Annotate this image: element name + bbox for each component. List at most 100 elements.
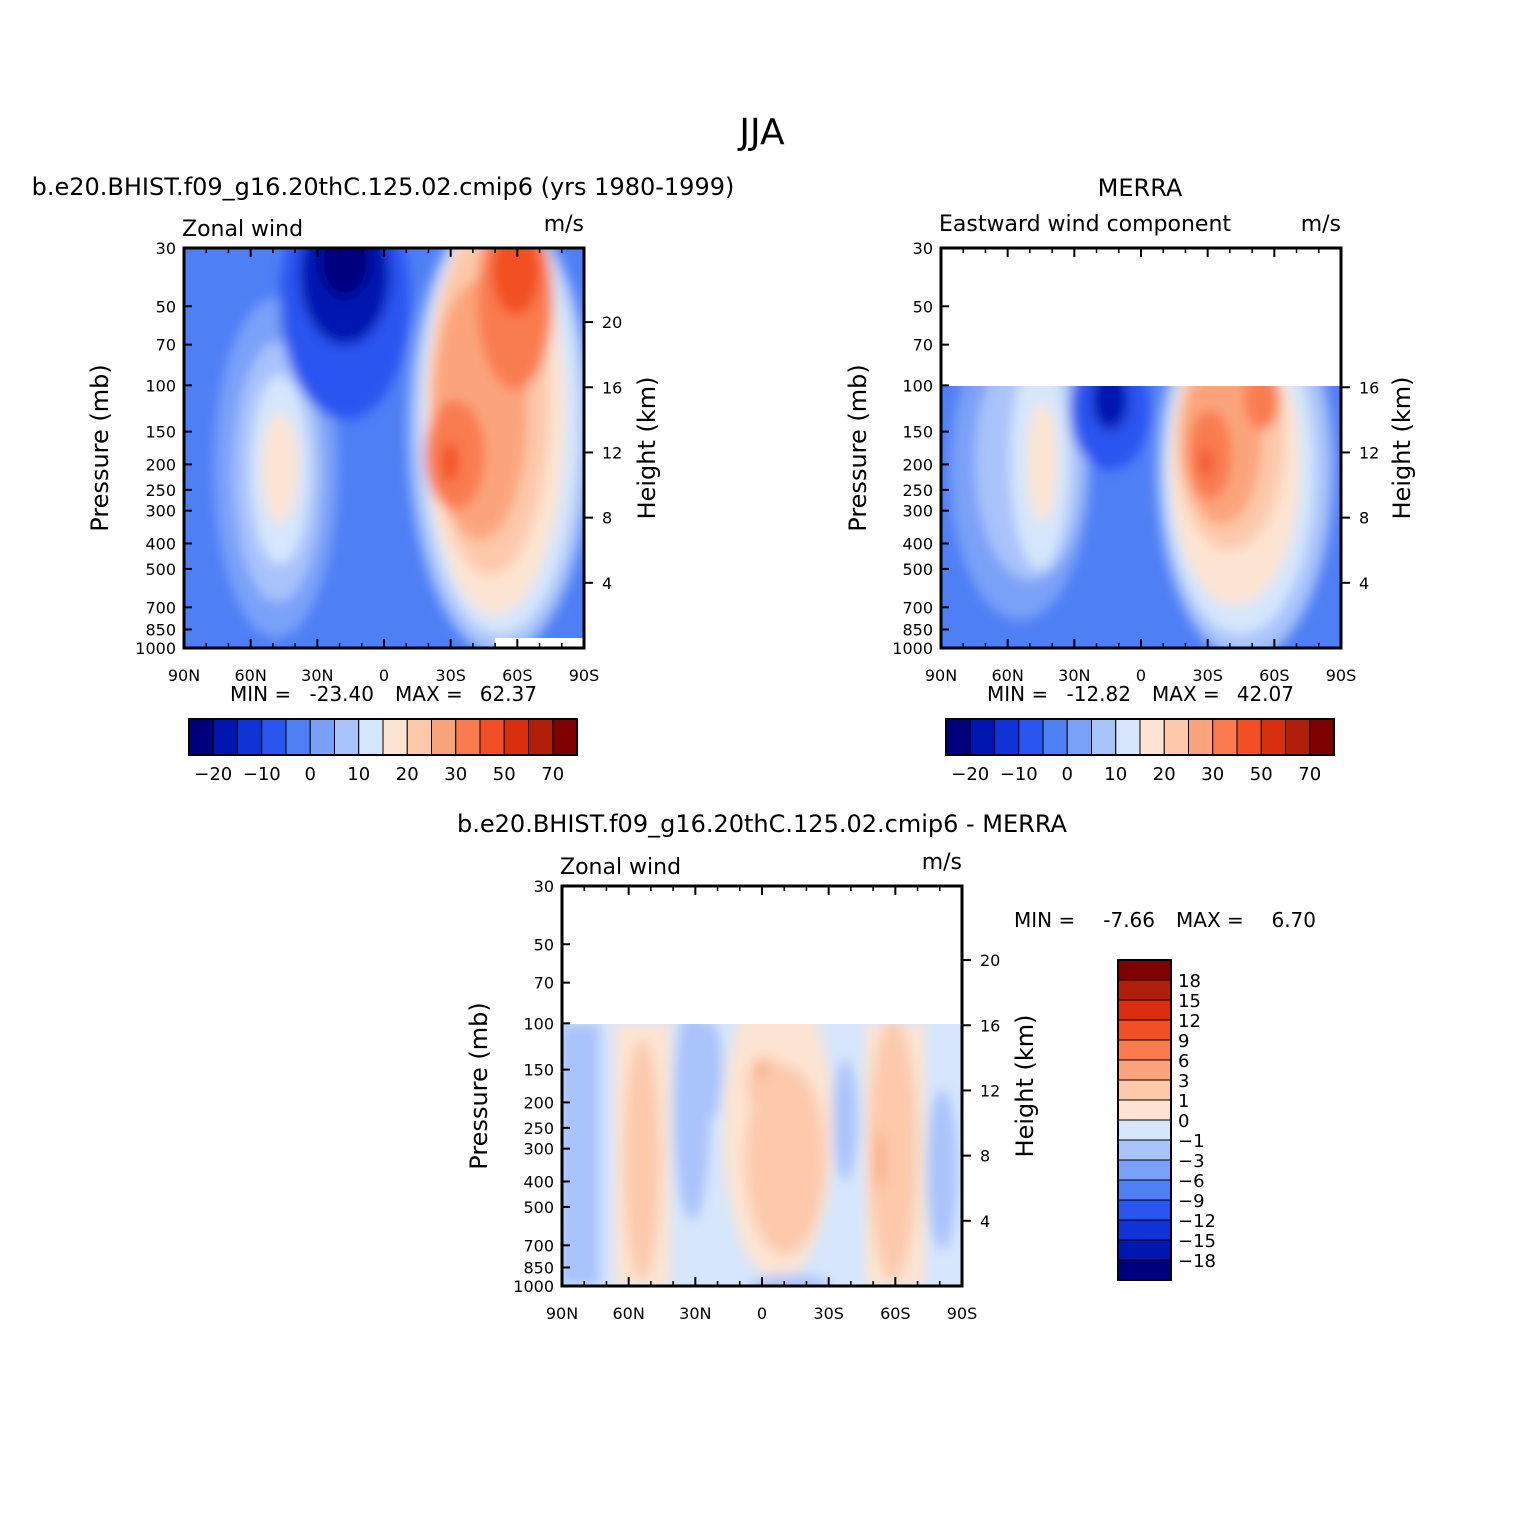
colorbar-frame [945,718,1335,756]
lat-tick-label: 30N [1058,666,1090,685]
pressure-tick-label: 300 [902,502,933,521]
lat-tick-label: 60N [992,666,1024,685]
colorbar-box [1117,1159,1172,1181]
colorbar-box [1115,718,1141,756]
pressure-tick-label: 150 [145,423,176,442]
panel-model-units: m/s [544,212,584,237]
colorbar-label: 10 [1104,764,1127,785]
panel-merra-ylabel: Pressure (mb) [844,364,872,531]
colorbar-label: −18 [1178,1251,1216,1272]
colorbar-label: −12 [1178,1211,1216,1232]
colorbar-box [1117,1099,1172,1121]
contour-band-8 [750,1275,830,1286]
pressure-tick-label: 500 [902,560,933,579]
lat-tick-label: 60N [235,666,267,685]
height-tick-label: 4 [602,574,612,593]
colorbar-box [188,718,214,756]
colorbar-label: −10 [1000,764,1038,785]
colorbar-label: 70 [541,764,564,785]
colorbar-box [552,718,578,756]
panel-model-axis-labels: Pressure (mb) Height (km) [86,364,661,531]
height-tick-label: 20 [980,951,1000,970]
colorbar-label: −9 [1178,1191,1205,1212]
colorbar-label: −10 [243,764,281,785]
colorbar-label: 0 [305,764,316,785]
colorbar-box [309,718,335,756]
colorbar-box [994,718,1020,756]
colorbar-box [479,718,505,756]
pressure-tick-label: 1000 [892,639,933,658]
colorbar-label: 1 [1178,1091,1189,1112]
pressure-tick-label: 500 [523,1198,554,1217]
colorbar-box [1117,1259,1172,1281]
pressure-tick-label: 250 [902,481,933,500]
pressure-tick-label: 150 [523,1061,554,1080]
colorbar-frame [1117,959,1172,1281]
colorbar-box [1285,718,1311,756]
colorbar-box [1117,1139,1172,1161]
colorbar-box [1091,718,1117,756]
lat-tick-label: 90S [947,1304,978,1323]
colorbar-box [455,718,481,756]
colorbar-label: 20 [396,764,419,785]
min-value: -23.40 [310,682,374,706]
lat-tick-label: 60S [1259,666,1290,685]
contour-nh-jet-core [262,413,298,523]
colorbar-label: 50 [493,764,516,785]
colorbar-box [237,718,263,756]
panel-merra-minmax: MIN = -12.82 MAX = 42.07 [987,682,1294,706]
colorbar-box [969,718,995,756]
contour-sh-jet-l8 [492,248,540,315]
colorbar-box [431,718,457,756]
pressure-tick-label: 50 [913,297,933,316]
colorbar-box [503,718,529,756]
pressure-tick-label: 30 [913,239,933,258]
colorbar-box [1117,1039,1172,1061]
contour-band-3b [698,1024,722,1120]
lat-tick-label: 30N [301,666,333,685]
height-tick-label: 12 [980,1081,1000,1100]
colorbar-label: −3 [1178,1151,1205,1172]
panel-model-minmax: MIN = -23.40 MAX = 62.37 [230,682,537,706]
lat-tick-label: 90S [569,666,600,685]
pressure-tick-label: 700 [902,598,933,617]
panel-merra-units: m/s [1301,212,1341,237]
height-tick-label: 4 [1359,574,1369,593]
panel-model-ylabel-right: Height (km) [633,377,661,520]
contour-band-6-core [869,1024,917,1280]
lat-tick-label: 60S [502,666,533,685]
colorbar-label: 70 [1298,764,1321,785]
lat-tick-label: 90N [546,1304,578,1323]
contour-band-1 [562,1024,600,1286]
height-tick-label: 8 [602,509,612,528]
panel-diff-ylabel: Pressure (mb) [465,1002,493,1169]
pressure-tick-label: 50 [156,297,176,316]
panel-merra-axis-labels: Pressure (mb) Height (km) [844,364,1416,531]
pressure-tick-label: 100 [145,376,176,395]
pressure-tick-label: 200 [145,455,176,474]
panel-diff-ylabel-right: Height (km) [1011,1015,1039,1158]
height-tick-label: 16 [980,1016,1000,1035]
colorbar-box [261,718,287,756]
pressure-tick-label: 400 [145,534,176,553]
min-label: MIN = [230,682,291,706]
colorbar-box [1042,718,1068,756]
colorbar-label: 0 [1062,764,1073,785]
panel-merra-ylabel-right: Height (km) [1388,377,1416,520]
lat-tick-label: 60S [880,1304,911,1323]
min-value: -7.66 [1103,908,1155,932]
height-tick-label: 12 [602,443,622,462]
pressure-tick-label: 500 [145,560,176,579]
colorbar-box [358,718,384,756]
height-tick-label: 8 [980,1147,990,1166]
panel-model: b.e20.BHIST.f09_g16.20thC.125.02.cmip6 (… [32,173,735,785]
colorbar-label: 0 [1178,1111,1189,1132]
colorbar-box [1117,1079,1172,1101]
pressure-tick-label: 100 [523,1014,554,1033]
colorbar-label: 18 [1178,971,1201,992]
lat-tick-label: 30N [679,1304,711,1323]
lat-tick-label: 30S [435,666,466,685]
panel-merra: MERRA Eastward wind component m/s [844,174,1416,785]
lat-tick-label: 0 [1136,666,1146,685]
height-tick-label: 8 [1359,509,1369,528]
